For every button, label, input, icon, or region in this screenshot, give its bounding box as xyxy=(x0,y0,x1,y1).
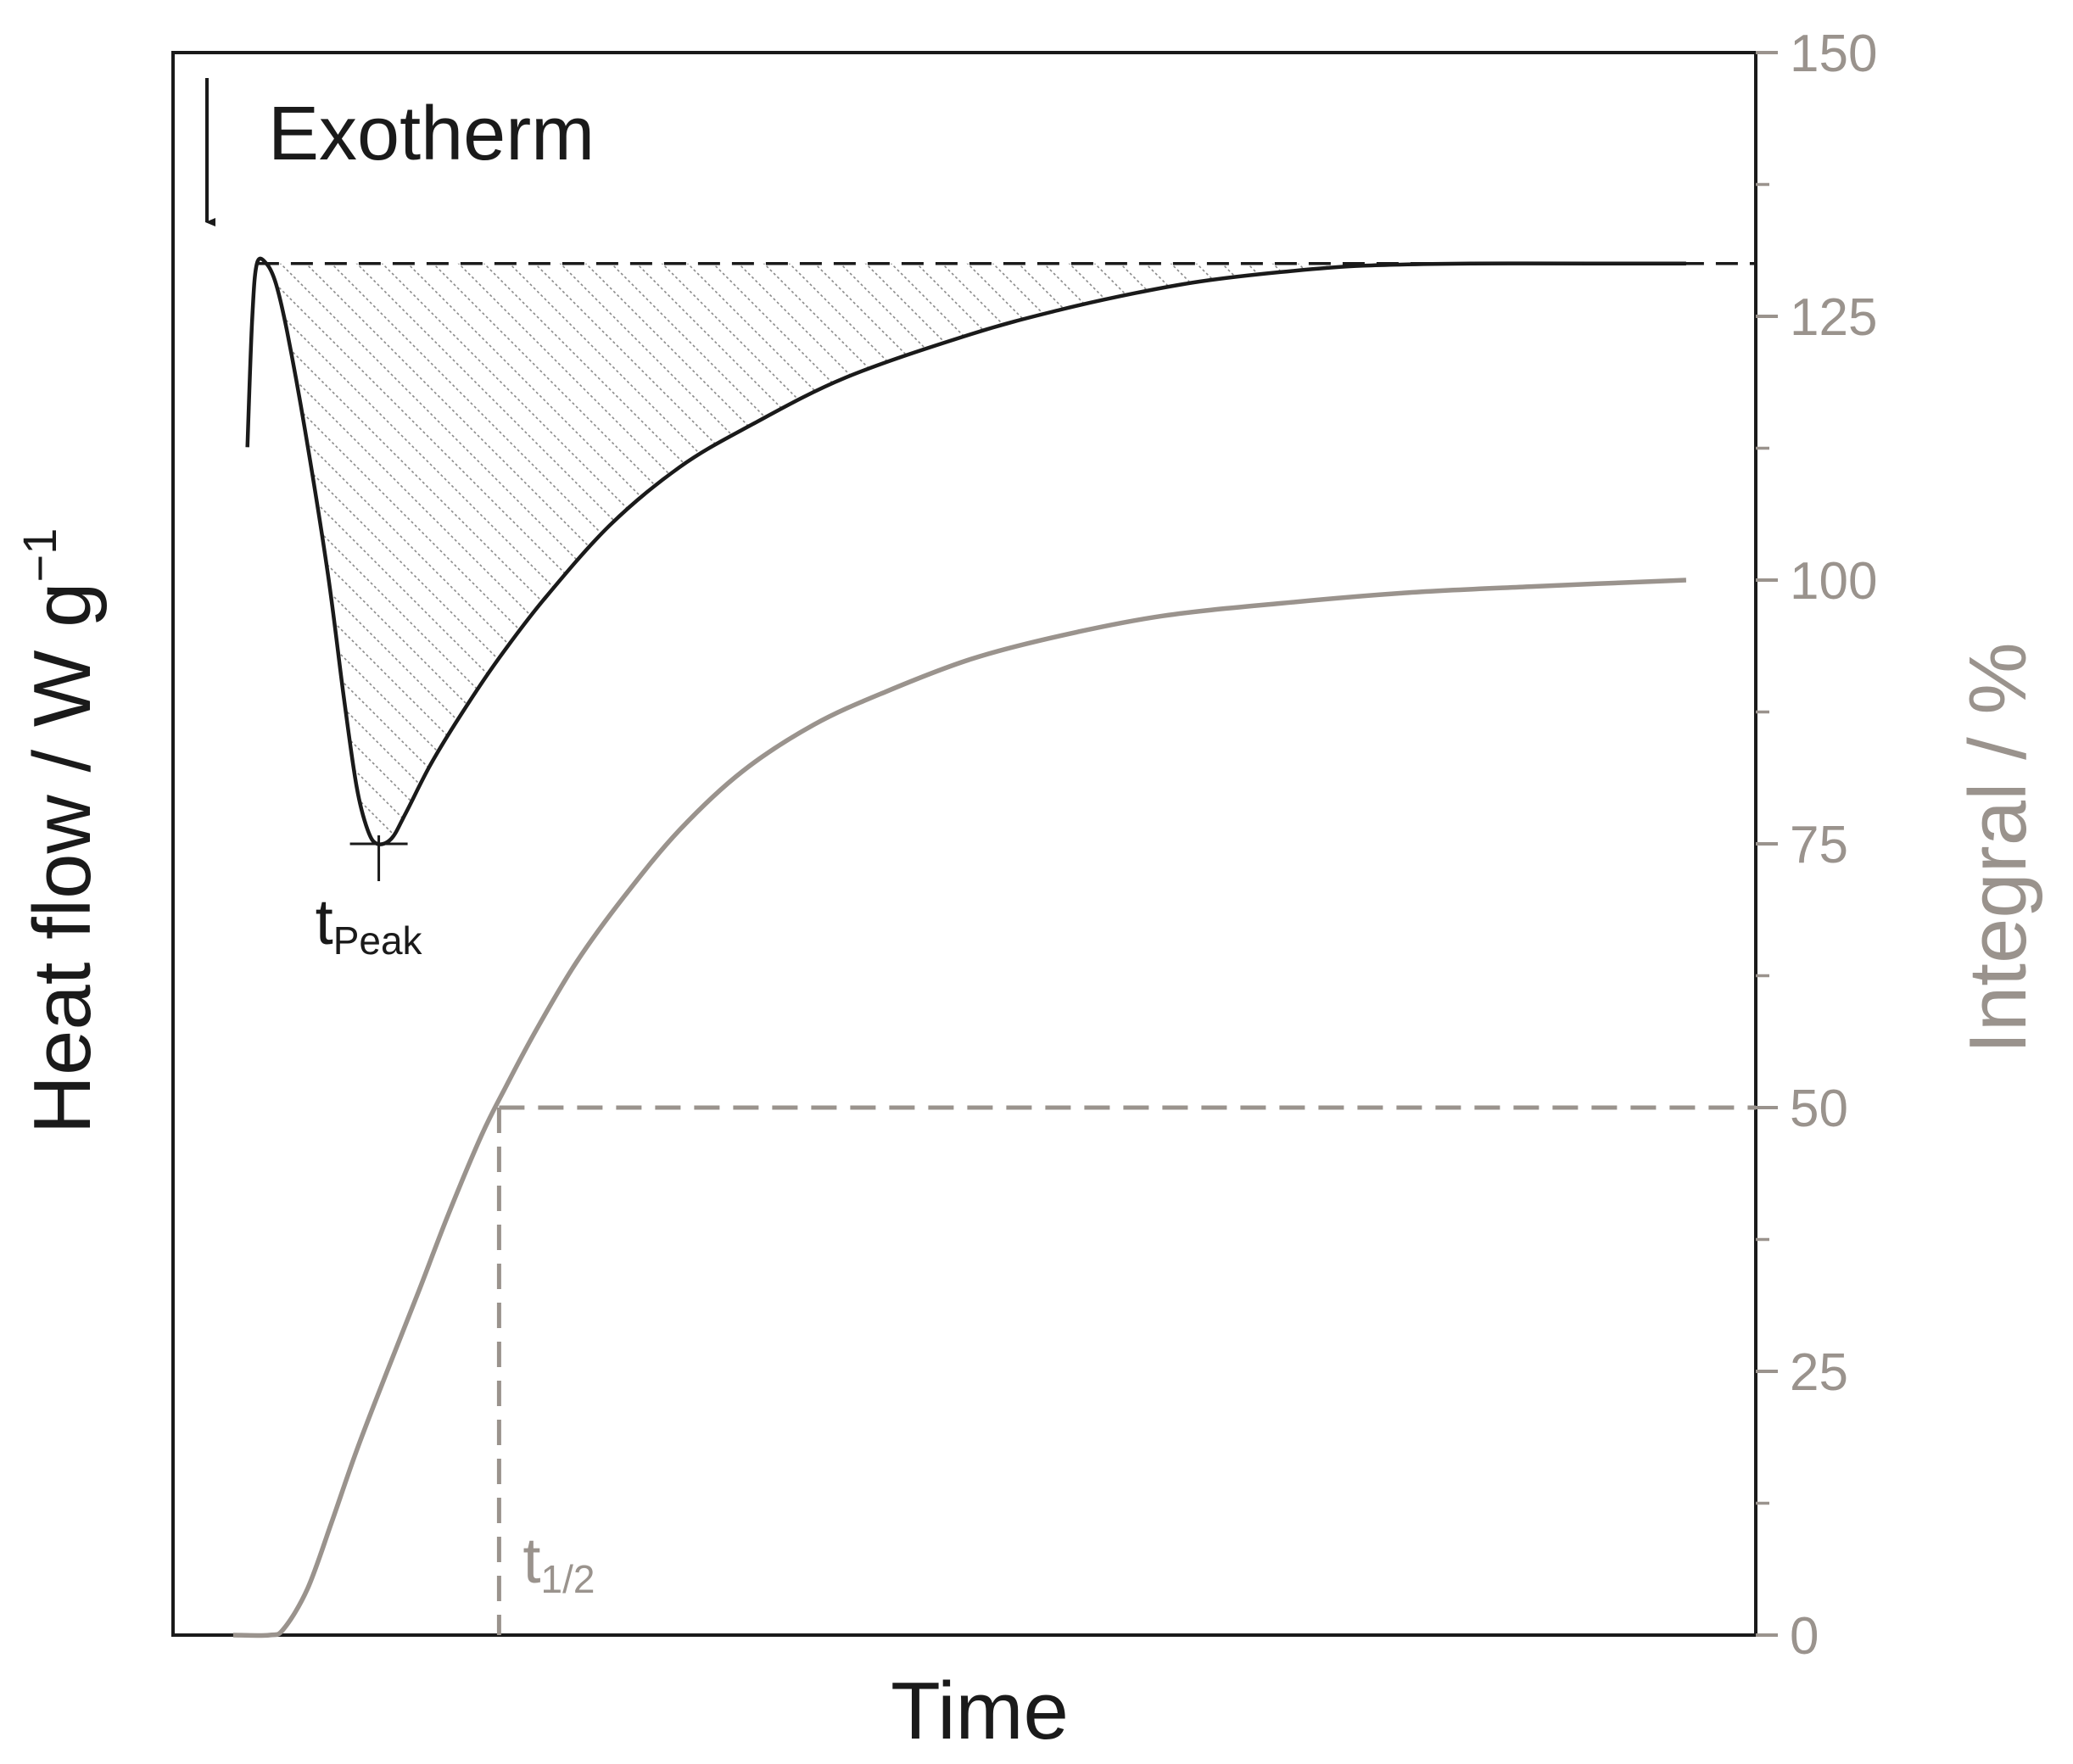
hatch-line xyxy=(256,262,942,845)
left-y-axis-label: Heat flow / W g−1 xyxy=(13,528,108,1135)
left-y-axis-label-superscript: −1 xyxy=(13,528,66,583)
exotherm-label: Exotherm xyxy=(268,92,595,176)
hatch-line xyxy=(256,262,764,845)
hatch-line xyxy=(305,262,1070,845)
hatch-line xyxy=(686,262,1451,845)
peak-marker xyxy=(349,835,408,881)
hatch-line xyxy=(256,262,917,845)
hatch-line xyxy=(256,262,1019,845)
hatch-line xyxy=(1246,262,1686,845)
hatch-line xyxy=(788,262,1553,845)
hatch-line xyxy=(635,262,1400,845)
series-heat-flow-curve xyxy=(245,256,1686,846)
hatch-line xyxy=(483,262,1248,845)
hatch-line xyxy=(1068,262,1686,845)
right-axis-tick-label: 75 xyxy=(1790,816,1848,874)
hatch-line xyxy=(1119,262,1686,845)
series-integral-curve xyxy=(232,578,1687,1638)
hatch-line xyxy=(256,262,891,845)
hatch-line xyxy=(256,262,968,845)
hatched-area xyxy=(256,262,1686,845)
hatch-line xyxy=(941,262,1686,845)
right-axis-tick-label: 100 xyxy=(1790,552,1877,611)
x-axis-label: Time xyxy=(891,1666,1069,1756)
hatch-line xyxy=(279,262,1044,845)
right-axis-tick-label: 25 xyxy=(1790,1343,1848,1402)
hatch-line xyxy=(381,262,1146,845)
hatch-line xyxy=(256,262,790,845)
t-peak-label: tPeak xyxy=(316,886,423,963)
hatch-line xyxy=(813,262,1578,845)
hatch-line xyxy=(534,262,1299,845)
t-half-label: t1/2 xyxy=(522,1525,595,1601)
hatch-line xyxy=(661,262,1426,845)
hatch-line xyxy=(256,262,739,845)
hatch-line xyxy=(406,262,1171,845)
hatch-line xyxy=(712,262,1477,845)
hatch-line xyxy=(256,262,866,845)
t-peak-label-base: t xyxy=(316,886,333,958)
hatch-line xyxy=(256,262,815,845)
hatch-line xyxy=(355,262,1120,845)
hatch-line xyxy=(457,262,1222,845)
hatch-line xyxy=(256,262,841,845)
plot-frame xyxy=(171,51,1757,1637)
hatch-line xyxy=(890,262,1655,845)
t-half-label-sub: 1/2 xyxy=(541,1557,595,1601)
hatch-line xyxy=(584,262,1349,845)
hatch-line xyxy=(839,262,1604,845)
right-axis-tick-label: 125 xyxy=(1790,288,1877,347)
right-axis-tick-label: 50 xyxy=(1790,1080,1848,1138)
hatch-line xyxy=(559,262,1324,845)
right-axis-ticks: 0 25 50 75 100 125 150 xyxy=(1756,25,1877,1666)
hatch-line xyxy=(966,262,1686,845)
t-half-label-base: t xyxy=(522,1525,540,1597)
right-axis-tick-label: 0 xyxy=(1790,1607,1819,1666)
right-axis-tick-label: 150 xyxy=(1790,25,1877,83)
right-y-axis-label: Integral / % xyxy=(1953,642,2043,1054)
left-y-axis-label-text: Heat flow / W g xyxy=(17,583,108,1135)
hatch-line xyxy=(330,262,1095,845)
hatch-line xyxy=(915,262,1680,845)
hatch-line xyxy=(256,262,993,845)
hatch-line xyxy=(508,262,1273,845)
hatch-line xyxy=(864,262,1629,845)
t-peak-label-sub: Peak xyxy=(333,918,423,963)
hatch-line xyxy=(1093,262,1686,845)
